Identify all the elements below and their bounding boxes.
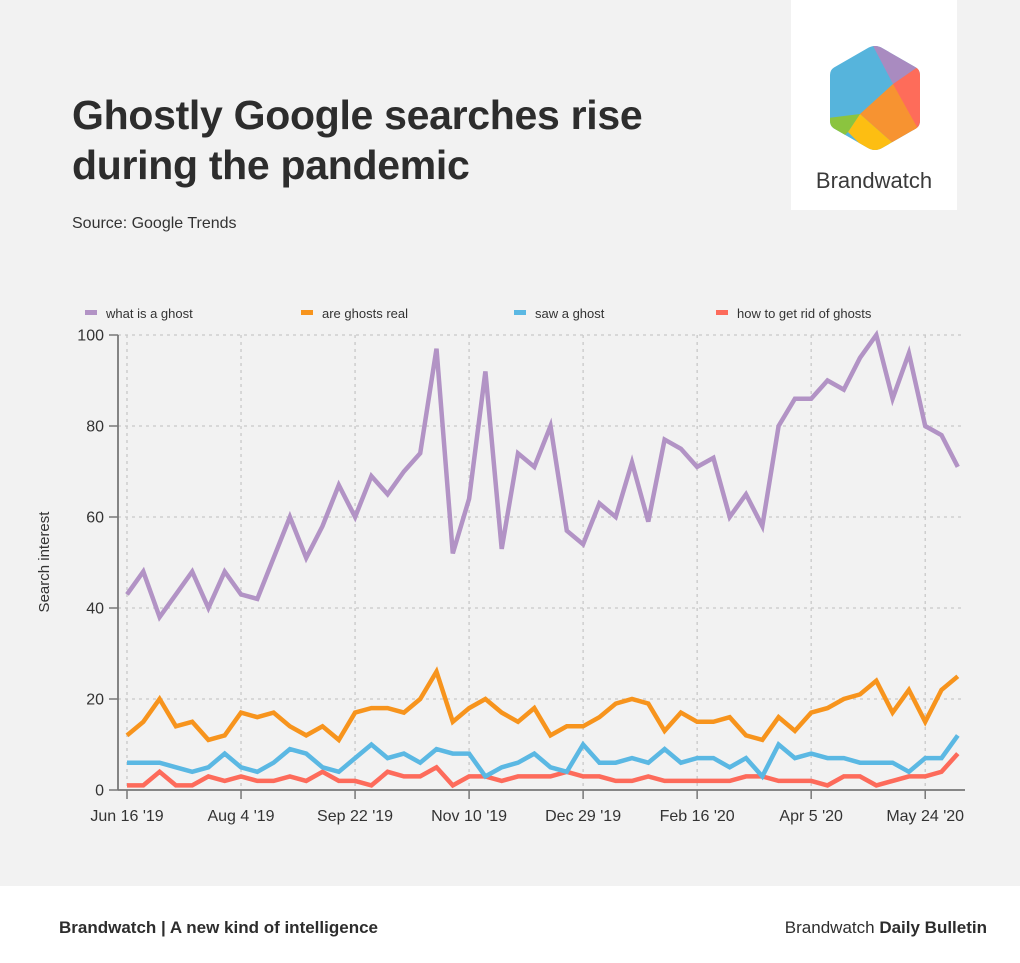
source-label: Source: Google Trends [72,215,237,232]
y-tick-label: 20 [86,692,104,709]
chart-title: Ghostly Google searches rise during the … [72,92,643,188]
x-tick-label: Jun 16 '19 [90,808,163,825]
y-tick-label: 80 [86,419,104,436]
line-chart: what is a ghost are ghosts real saw a ghos… [0,290,1020,850]
x-tick-label: Feb 16 '20 [660,808,735,825]
y-tick-label: 60 [86,510,104,527]
legend-swatch [716,310,728,315]
series-line-are-ghosts-real [125,666,960,744]
x-tick-label: Aug 4 '19 [207,808,274,825]
y-axis-label: Search interest [36,511,53,613]
y-tick-label: 40 [86,601,104,618]
brand-logo: Brandwatch [791,0,957,210]
footer-brand: Brandwatch [784,918,875,937]
y-tick-label: 100 [77,328,104,345]
footer-publication: Brandwatch Daily Bulletin [785,918,987,938]
y-tick-label: 0 [95,783,104,800]
series-lines [125,329,960,789]
x-tick-label: May 24 '20 [886,808,964,825]
legend-item-what-is-a-ghost: what is a ghost [85,306,193,321]
series-line-what-is-a-ghost [125,329,960,622]
legend: what is a ghost are ghosts real saw a ghos… [85,306,872,321]
footer: Brandwatch | A new kind of intelligence … [0,886,1020,963]
legend-label: how to get rid of ghosts [737,306,872,321]
axes: 0 20 40 60 80 100 Jun 16 '19 Aug 4 '19 Sep 22 '1… [77,328,965,825]
legend-swatch [85,310,97,315]
footer-tagline: Brandwatch | A new kind of intelligence [59,918,378,937]
legend-label: what is a ghost [105,306,193,321]
legend-item-how-to-get-rid-of-ghosts: how to get rid of ghosts [716,306,872,321]
x-tick-label: Sep 22 '19 [317,808,393,825]
x-tick-label: Dec 29 '19 [545,808,621,825]
legend-item-saw-a-ghost: saw a ghost [514,306,605,321]
legend-item-are-ghosts-real: are ghosts real [301,306,408,321]
x-tick-label: Apr 5 '20 [779,808,843,825]
brand-name: Brandwatch [815,168,933,193]
x-tick-label: Nov 10 '19 [431,808,507,825]
legend-label: are ghosts real [322,306,408,321]
chart-svg: what is a ghost are ghosts real saw a ghos… [36,306,965,825]
footer-bulletin: Daily Bulletin [879,918,987,937]
legend-swatch [301,310,313,315]
series-line-how-to-get-rid-of-ghosts [127,752,960,789]
brandwatch-hexagon-icon [830,46,920,150]
legend-label: saw a ghost [535,306,605,321]
series-line-saw-a-ghost [127,734,960,781]
legend-swatch [514,310,526,315]
